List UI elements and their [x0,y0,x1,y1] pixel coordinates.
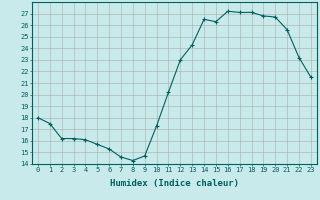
X-axis label: Humidex (Indice chaleur): Humidex (Indice chaleur) [110,179,239,188]
